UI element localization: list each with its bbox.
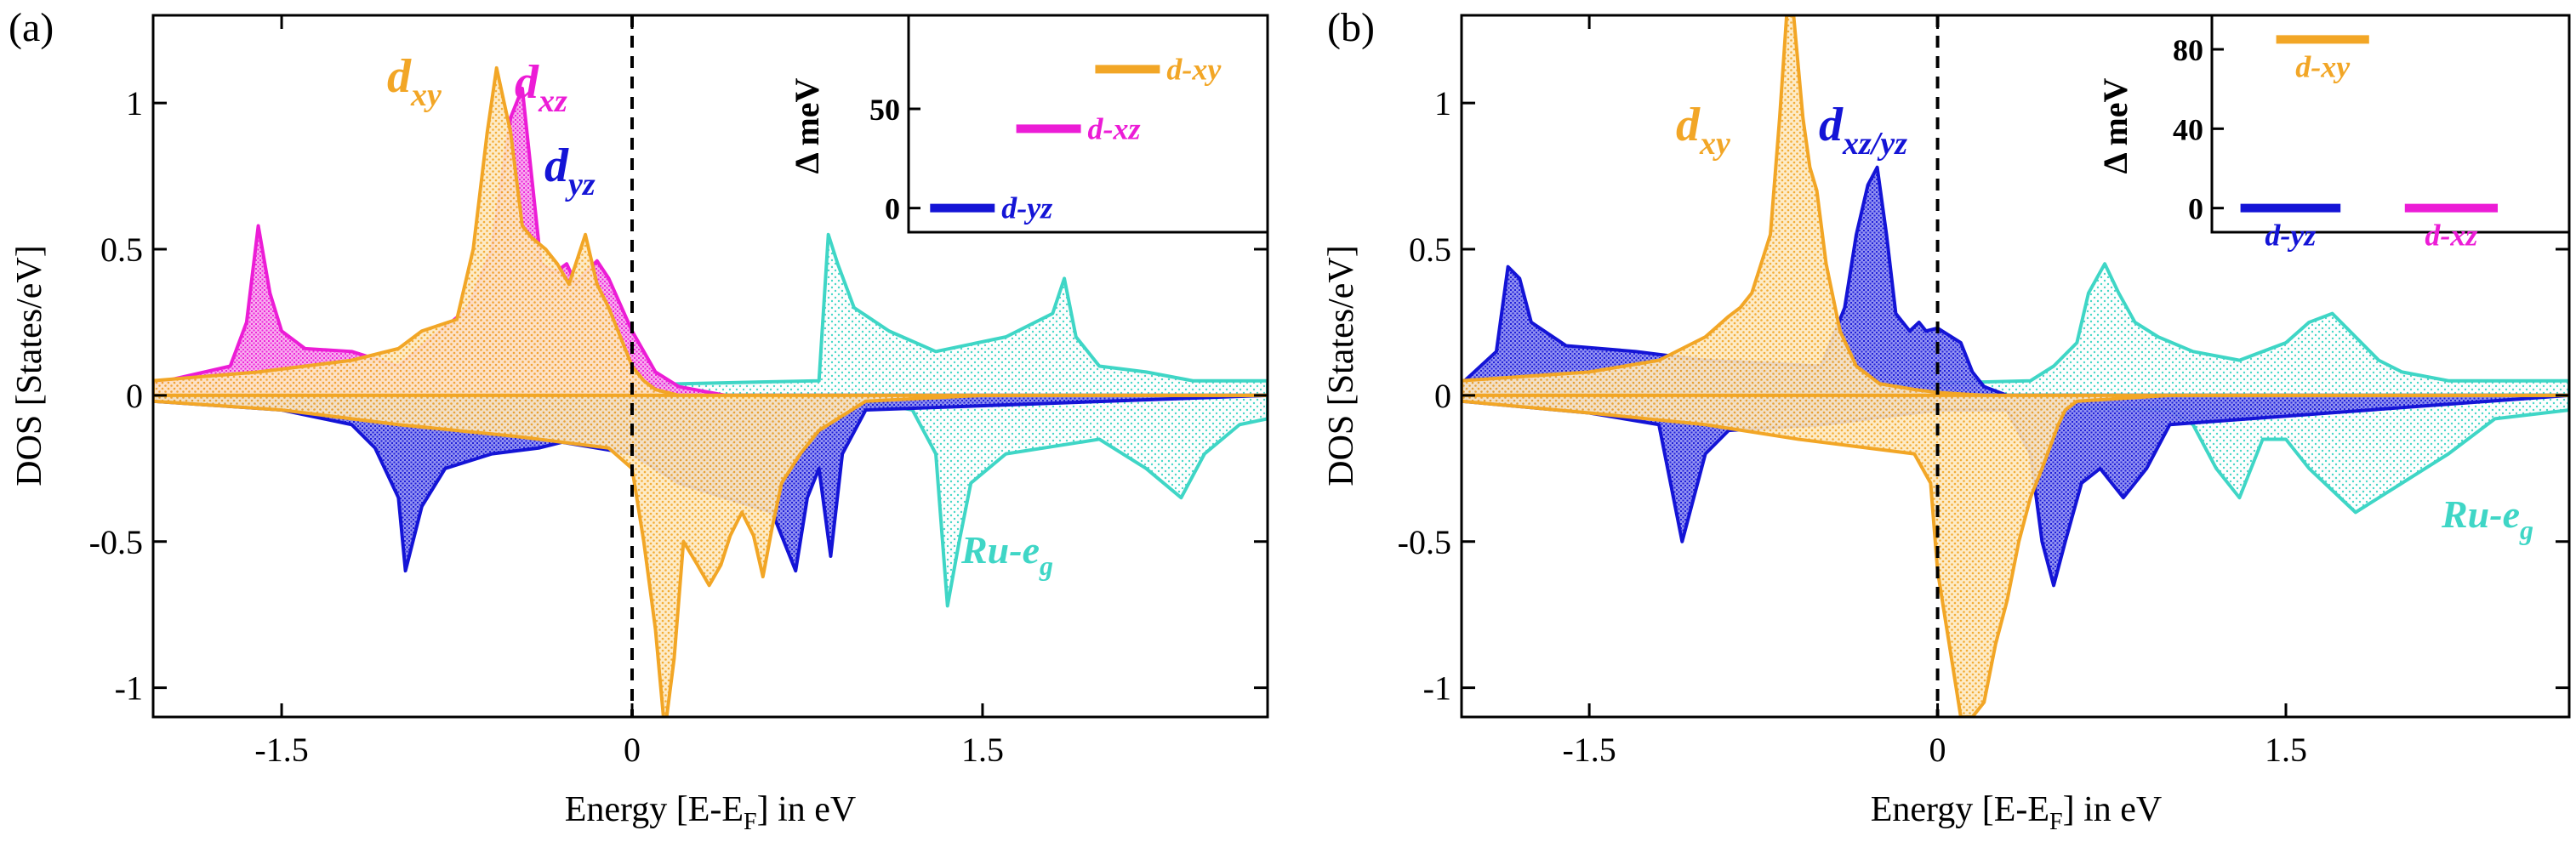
label-ru-eg-b: Ru-eg — [2441, 492, 2533, 545]
y-tick-label-b-2: 0 — [1434, 377, 1451, 415]
inset-y-ticks-a: 0 50 — [869, 93, 920, 226]
inset-b: 80 40 0 d-xy d-yz d-xz Δ meV — [2096, 14, 2571, 253]
label-dxy-b-sub: xy — [1699, 126, 1730, 162]
inset-levels-a: d-yz d-xz d-xy — [930, 52, 1222, 225]
label-dyz-a-main: d — [544, 139, 569, 192]
label-dxy-a: dxy — [387, 50, 442, 113]
label-dxzyz-b-sub: xz/yz — [1842, 126, 1907, 162]
label-dxz-a-main: d — [515, 56, 539, 109]
x-tick-label-a-2: 1.5 — [961, 731, 1004, 769]
x-axis-label-tail-b: ] in eV — [2063, 790, 2163, 829]
dos-d-xy-down-a — [153, 393, 1268, 717]
inset-y-ticks-b: 80 40 0 — [2173, 33, 2224, 226]
y-tick-label-b-0: 1 — [1434, 84, 1451, 122]
label-dxz-a: dxz — [515, 56, 567, 119]
dos-d-xz-up-a — [153, 86, 1268, 397]
panel-label-a: (a) — [9, 5, 54, 50]
inset-level-label-d-yz-b: d-yz — [2265, 219, 2316, 253]
inset-a: 0 50 d-yz d-xz d-xy Δ meV — [788, 14, 1269, 234]
x-axis-label-main-b: Energy [E-E — [1871, 790, 2049, 829]
label-ru-eg-a-sub: g — [1039, 550, 1053, 581]
label-dyz-a-sub: yz — [565, 167, 596, 202]
y-tick-label-a-3: -0.5 — [89, 523, 143, 561]
label-dxy-b: dxy — [1676, 99, 1730, 162]
dos-ru-eg-down-b — [1462, 393, 2569, 515]
x-ticks-a: -1.5 0 1.5 — [254, 15, 1004, 769]
inset-level-label-d-xy-b: d-xy — [2295, 49, 2351, 83]
label-dxz-a-sub: xz — [538, 83, 567, 119]
y-tick-label-b-1: 0.5 — [1409, 230, 1451, 269]
label-ru-eg-a: Ru-eg — [960, 528, 1053, 581]
x-axis-label-a: Energy [E-EF] in eV — [565, 790, 857, 835]
label-ru-eg-b-sub: g — [2519, 515, 2533, 545]
dos-series-b — [1462, 15, 2569, 717]
axes-frame-a — [151, 14, 1269, 719]
x-tick-label-b-1: 0 — [1929, 731, 1946, 769]
y-tick-label-a-2: 0 — [126, 377, 143, 415]
label-dxy-a-main: d — [387, 50, 412, 103]
x-axis-label-tail-a: ] in eV — [757, 790, 857, 829]
inset-level-label-d-yz-a: d-yz — [1001, 191, 1052, 225]
dos-ru-eg-up-a — [153, 232, 1268, 397]
dos-d-xy-up-b — [1462, 15, 2569, 397]
x-axis-label-sub-a: F — [744, 809, 757, 835]
y-tick-label-a-1: 0.5 — [100, 230, 143, 269]
label-ru-eg-b-main: Ru-e — [2441, 492, 2520, 536]
label-dxzyz-b: dxz/yz — [1819, 99, 1907, 162]
x-axis-label-main-a: Energy [E-E — [565, 790, 744, 829]
x-tick-label-a-1: 0 — [624, 731, 641, 769]
x-axis-label-b: Energy [E-EF] in eV — [1871, 790, 2163, 835]
dos-ru-eg-down-a — [153, 393, 1268, 608]
label-dxzyz-b-main: d — [1819, 99, 1844, 151]
inset-level-label-d-xz-b: d-xz — [2425, 219, 2477, 253]
inset-level-label-d-xz-a: d-xz — [1088, 111, 1141, 145]
x-axis-label-sub-b: F — [2049, 809, 2063, 835]
dos-ru-eg-up-b — [1462, 262, 2569, 397]
inset-y-tick-label-a-0: 0 — [885, 192, 900, 226]
y-axis-label-a: DOS [States/eV] — [10, 245, 49, 486]
x-tick-label-a-0: -1.5 — [254, 731, 308, 769]
inset-y-tick-label-a-1: 50 — [869, 93, 900, 127]
axes-frame-b — [1460, 14, 2571, 719]
y-ticks-b: 1 0.5 0 -0.5 -1 — [1398, 84, 2569, 708]
x-tick-label-b-0: -1.5 — [1562, 731, 1616, 769]
inset-level-label-d-xy-a: d-xy — [1166, 52, 1222, 86]
inset-y-label-b: Δ meV — [2096, 77, 2134, 174]
dos-series-a — [153, 65, 1268, 717]
y-tick-label-a-4: -1 — [115, 669, 143, 708]
panel-b: (b) 1 0.5 0 -0.5 -1 -1.5 0 1.5 DOS [States/eV]… — [1322, 5, 2571, 835]
inset-y-tick-label-b-0: 80 — [2173, 33, 2203, 67]
y-tick-label-b-3: -0.5 — [1398, 523, 1451, 561]
x-tick-label-b-2: 1.5 — [2265, 731, 2307, 769]
y-ticks-a: 1 0.5 0 -0.5 -1 — [89, 84, 1268, 708]
label-dxy-a-sub: xy — [410, 77, 442, 113]
inset-frame-b — [2210, 14, 2571, 234]
label-ru-eg-a-main: Ru-e — [960, 528, 1040, 572]
y-axis-label-b: DOS [States/eV] — [1322, 245, 1361, 486]
y-tick-label-a-0: 1 — [126, 84, 143, 122]
inset-frame-a — [907, 14, 1269, 234]
y-tick-label-b-4: -1 — [1423, 669, 1451, 708]
dos-d-xy-down-b — [1462, 393, 2569, 717]
inset-levels-b: d-xy d-yz d-xz — [2240, 35, 2498, 253]
inset-y-tick-label-b-1: 40 — [2173, 112, 2203, 146]
label-dxy-b-main: d — [1676, 99, 1701, 151]
inset-y-label-a: Δ meV — [788, 77, 826, 174]
label-dyz-a: dyz — [544, 139, 596, 202]
panel-a: (a) 1 0.5 0 -0.5 -1 -1.5 0 1.5 DOS [States/eV]… — [9, 5, 1269, 835]
x-ticks-b: -1.5 0 1.5 — [1562, 15, 2307, 769]
panel-label-b: (b) — [1327, 5, 1375, 50]
inset-y-tick-label-b-2: 0 — [2188, 192, 2203, 226]
